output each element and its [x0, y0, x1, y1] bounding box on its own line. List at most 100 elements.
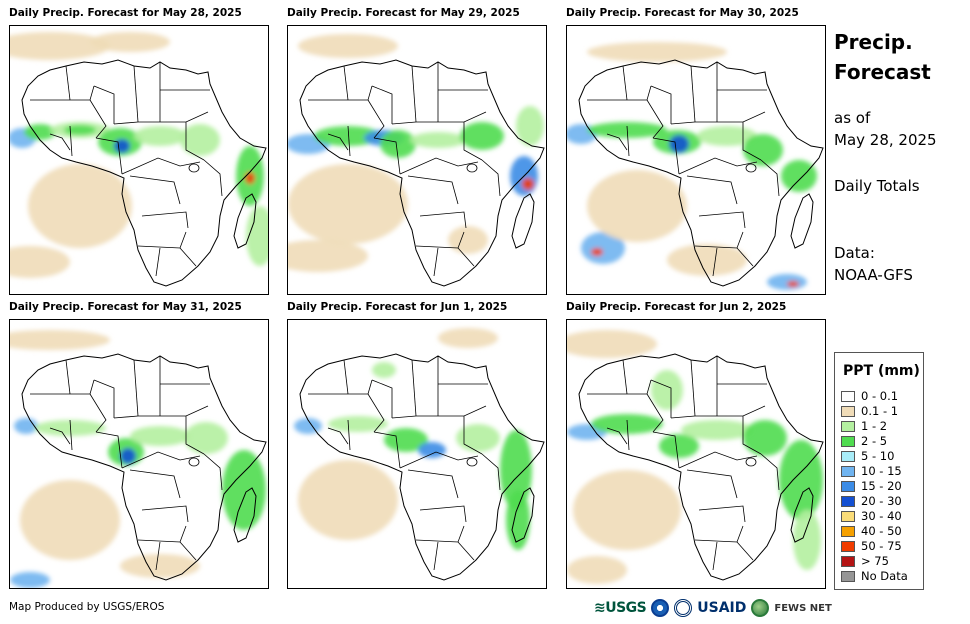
country-border [30, 379, 95, 395]
country-border [411, 65, 417, 123]
legend-label: 20 - 30 [861, 494, 902, 508]
precip-area [120, 554, 200, 578]
precip-area [298, 460, 398, 540]
country-border [49, 427, 71, 445]
country-border [141, 211, 189, 229]
legend-item: 20 - 30 [841, 494, 902, 508]
legend-label: 2 - 5 [861, 434, 888, 448]
precip-map [287, 25, 547, 295]
lake-victoria [188, 457, 200, 467]
precip-area [743, 420, 787, 456]
country-border [407, 469, 459, 499]
precip-area [567, 330, 657, 358]
country-border [89, 99, 107, 139]
legend-swatch [841, 495, 855, 507]
africa-coastline [21, 59, 267, 287]
precip-area [697, 126, 757, 146]
legend-swatch [841, 435, 855, 447]
precip-area [298, 34, 398, 58]
country-border [308, 85, 373, 101]
country-border [399, 451, 479, 469]
legend-swatch [841, 465, 855, 477]
precip-area [743, 134, 783, 166]
country-border [646, 99, 664, 139]
totals-label: Daily Totals [834, 177, 920, 195]
country-border [203, 159, 223, 197]
precip-area [384, 428, 428, 452]
precip-area [10, 32, 110, 60]
legend-swatch [841, 570, 855, 582]
country-border [95, 137, 123, 175]
usaid-seal-icon [674, 599, 693, 617]
country-border [587, 379, 652, 395]
legend-item: 40 - 50 [841, 524, 902, 538]
country-border [137, 525, 187, 543]
precip-area [767, 274, 807, 290]
precip-map [9, 319, 269, 589]
legend-swatch [841, 525, 855, 537]
precip-area [587, 170, 687, 242]
madagascar-coastline [233, 487, 257, 543]
madagascar-coastline [511, 487, 535, 543]
legend-label: No Data [861, 569, 908, 583]
precip-area [184, 422, 228, 454]
country-border [399, 157, 479, 175]
precip-area [10, 572, 50, 588]
country-border [160, 111, 209, 123]
precip-area [522, 178, 534, 190]
legend-label: 1 - 2 [861, 419, 888, 433]
country-border [457, 541, 475, 561]
country-border [415, 525, 465, 543]
country-border [391, 121, 438, 125]
country-border [712, 541, 718, 571]
precip-area [372, 362, 396, 378]
precip-area [500, 430, 532, 510]
country-border [203, 453, 223, 491]
country-border [137, 231, 187, 249]
country-border [185, 416, 205, 455]
precip-area [418, 442, 446, 458]
country-border [133, 359, 139, 417]
country-border [481, 159, 501, 197]
lake-victoria [466, 457, 478, 467]
country-border [347, 125, 351, 157]
madagascar-coastline [511, 193, 535, 249]
country-border [760, 453, 780, 491]
panel-title: Daily Precip. Forecast for May 30, 2025 [566, 7, 799, 19]
africa-coastline [299, 353, 545, 581]
country-border [760, 159, 780, 197]
country-border [371, 85, 393, 124]
country-border [419, 211, 467, 229]
country-border [141, 505, 189, 523]
country-border [179, 247, 197, 267]
precip-area [288, 240, 368, 272]
legend-swatch [841, 405, 855, 417]
country-border [433, 247, 439, 277]
country-border [113, 415, 160, 419]
country-border [129, 175, 181, 205]
legend-item: No Data [841, 569, 908, 583]
country-border [690, 65, 696, 123]
country-border [622, 65, 628, 101]
precip-area [567, 556, 627, 584]
precip-area [10, 246, 70, 278]
lake-victoria [745, 163, 757, 173]
country-border [367, 393, 385, 433]
precip-area [64, 125, 96, 135]
data-label: Data: [834, 244, 875, 262]
country-border [650, 85, 672, 124]
africa-coastline [21, 353, 267, 581]
country-border [652, 431, 680, 469]
country-border [712, 247, 718, 277]
precip-area [667, 244, 747, 276]
country-border [373, 431, 401, 469]
country-border [481, 453, 501, 491]
precip-area [180, 124, 220, 156]
legend-swatch [841, 420, 855, 432]
precip-area [591, 248, 603, 256]
country-border [30, 85, 95, 101]
country-border [65, 65, 71, 101]
precip-area [114, 139, 130, 153]
country-border [626, 419, 630, 451]
country-border [652, 137, 680, 175]
